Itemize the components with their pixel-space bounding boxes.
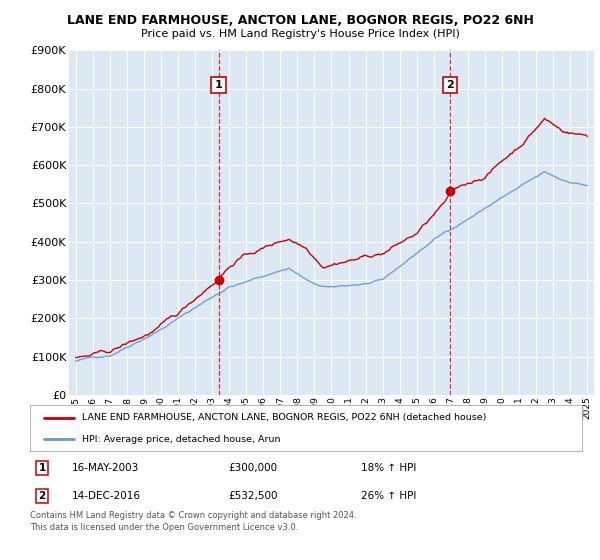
Text: £300,000: £300,000 — [229, 463, 278, 473]
Text: 18% ↑ HPI: 18% ↑ HPI — [361, 463, 416, 473]
Text: 1: 1 — [215, 80, 223, 90]
Text: LANE END FARMHOUSE, ANCTON LANE, BOGNOR REGIS, PO22 6NH: LANE END FARMHOUSE, ANCTON LANE, BOGNOR … — [67, 14, 533, 27]
Text: Contains HM Land Registry data © Crown copyright and database right 2024.
This d: Contains HM Land Registry data © Crown c… — [30, 511, 356, 531]
Text: LANE END FARMHOUSE, ANCTON LANE, BOGNOR REGIS, PO22 6NH (detached house): LANE END FARMHOUSE, ANCTON LANE, BOGNOR … — [82, 413, 487, 422]
Text: 16-MAY-2003: 16-MAY-2003 — [71, 463, 139, 473]
Text: 1: 1 — [38, 463, 46, 473]
Text: HPI: Average price, detached house, Arun: HPI: Average price, detached house, Arun — [82, 435, 281, 444]
Text: £532,500: £532,500 — [229, 491, 278, 501]
Text: 2: 2 — [38, 491, 46, 501]
Text: Price paid vs. HM Land Registry's House Price Index (HPI): Price paid vs. HM Land Registry's House … — [140, 29, 460, 39]
Text: 14-DEC-2016: 14-DEC-2016 — [71, 491, 140, 501]
Text: 26% ↑ HPI: 26% ↑ HPI — [361, 491, 416, 501]
Text: 2: 2 — [446, 80, 454, 90]
